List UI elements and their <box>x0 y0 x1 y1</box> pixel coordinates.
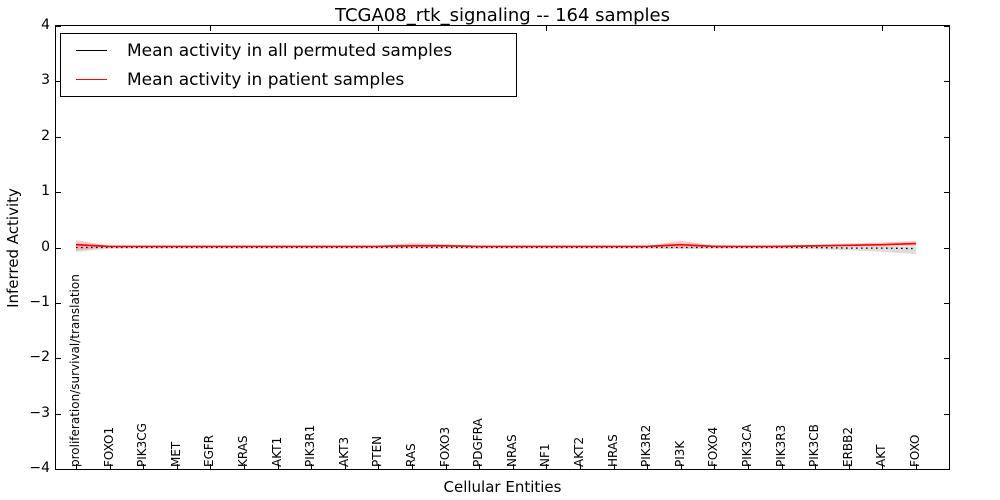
y-tick-mark <box>56 413 61 415</box>
y-tick-mark <box>56 26 61 27</box>
x-tick-mark <box>143 464 145 469</box>
x-tick-label: AKT2 <box>572 436 586 467</box>
chart-title: TCGA08_rtk_signaling -- 164 samples <box>335 5 670 26</box>
x-tick-label: HRAS <box>605 434 620 467</box>
y-tick-label: −3 <box>29 404 50 421</box>
x-tick-label: FOXO1 <box>101 426 116 467</box>
x-axis-label: Cellular Entities <box>443 478 562 496</box>
y-tick-label: 1 <box>41 183 50 200</box>
x-tick-mark <box>109 464 111 469</box>
y-tick-mark <box>944 26 949 27</box>
x-tick-mark <box>882 464 884 469</box>
x-tick-label: NRAS <box>504 434 519 467</box>
x-tick-mark <box>244 464 245 469</box>
legend-item: Mean activity in patient samples <box>76 69 516 91</box>
x-tick-label: ERBB2 <box>840 426 855 467</box>
x-tick-mark <box>512 464 514 469</box>
x-tick-label: FOXO3 <box>437 426 452 467</box>
x-tick-mark <box>277 464 279 469</box>
y-tick-label: 0 <box>41 238 50 255</box>
y-tick-label: −2 <box>29 349 50 366</box>
x-tick-label: AKT <box>874 444 889 467</box>
x-tick-mark-top <box>546 26 548 31</box>
x-tick-mark-top <box>210 26 212 31</box>
plot-area: proliferation/survival/translation FOXO1 P… <box>55 25 950 470</box>
legend-label: Mean activity in patient samples <box>127 69 405 90</box>
x-tick-mark <box>748 464 749 469</box>
x-tick-label: PIK3R2 <box>639 424 654 467</box>
x-tick-mark <box>680 464 682 469</box>
y-tick-mark <box>944 192 949 194</box>
y-tick-label: 3 <box>41 72 50 89</box>
x-tick-label: NF1 <box>538 443 553 467</box>
x-tick-label: PIK3CA <box>740 424 754 467</box>
y-tick-mark <box>56 136 61 138</box>
x-tick-label: PIK3R1 <box>303 424 318 467</box>
x-tick-mark <box>613 464 615 469</box>
legend-line-sample <box>76 50 107 51</box>
y-tick-mark <box>944 302 949 304</box>
x-tick-label: PIK3CB <box>807 424 822 467</box>
x-tick-mark <box>445 464 447 469</box>
x-tick-label: FOXO4 <box>706 426 721 467</box>
x-tick-mark <box>76 464 77 469</box>
x-tick-label: PI3K <box>672 440 687 467</box>
legend-item: Mean activity in all permuted samples <box>76 40 516 62</box>
y-tick-mark <box>56 358 61 360</box>
y-tick-mark <box>56 469 61 470</box>
y-tick-mark <box>944 413 949 415</box>
y-tick-label: −4 <box>29 460 50 476</box>
legend-line-sample <box>76 79 107 80</box>
x-tick-mark <box>546 464 548 469</box>
y-tick-mark <box>944 136 949 138</box>
y-tick-mark <box>56 192 61 194</box>
x-tick-mark <box>580 464 581 469</box>
x-tick-label: PIK3R3 <box>773 424 788 467</box>
x-tick-mark-top <box>378 26 380 31</box>
x-tick-label: AKT1 <box>269 436 284 467</box>
x-tick-mark <box>848 464 850 469</box>
x-tick-label: MET <box>168 441 183 467</box>
y-tick-mark <box>944 247 949 249</box>
y-tick-label: −1 <box>29 293 50 310</box>
x-tick-label: PTEN <box>370 435 385 467</box>
x-tick-mark-top <box>714 26 716 31</box>
y-tick-mark <box>944 469 949 470</box>
x-tick-label: RAS <box>404 443 418 467</box>
y-tick-label: 4 <box>41 17 50 33</box>
x-tick-mark <box>647 464 649 469</box>
x-tick-mark <box>781 464 783 469</box>
x-tick-label: FOXO <box>908 434 922 467</box>
x-tick-label: proliferation/survival/translation <box>68 274 82 467</box>
y-tick-mark <box>944 81 949 83</box>
x-tick-mark <box>412 464 413 469</box>
chart-canvas <box>75 240 917 255</box>
y-tick-mark <box>944 358 949 360</box>
legend: Mean activity in all permuted samples Mea… <box>60 33 517 97</box>
x-tick-mark <box>714 464 716 469</box>
x-tick-mark <box>378 464 380 469</box>
x-tick-mark <box>210 464 212 469</box>
x-tick-label: PDGFRA <box>471 418 486 467</box>
x-tick-mark <box>176 464 178 469</box>
y-tick-mark <box>56 247 61 249</box>
x-tick-mark <box>311 464 313 469</box>
x-tick-mark <box>815 464 817 469</box>
x-tick-mark <box>479 464 481 469</box>
x-tick-mark <box>916 464 917 469</box>
y-tick-mark <box>56 302 61 304</box>
legend-label: Mean activity in all permuted samples <box>127 40 453 61</box>
y-tick-label: 2 <box>41 127 50 144</box>
x-tick-label: KRAS <box>236 435 250 467</box>
x-tick-label: AKT3 <box>336 436 351 467</box>
y-tick-mark <box>56 81 61 83</box>
x-tick-mark-top <box>882 26 884 31</box>
x-tick-label: EGFR <box>202 434 217 467</box>
x-tick-label: PIK3CG <box>135 423 150 467</box>
x-tick-mark <box>344 464 346 469</box>
